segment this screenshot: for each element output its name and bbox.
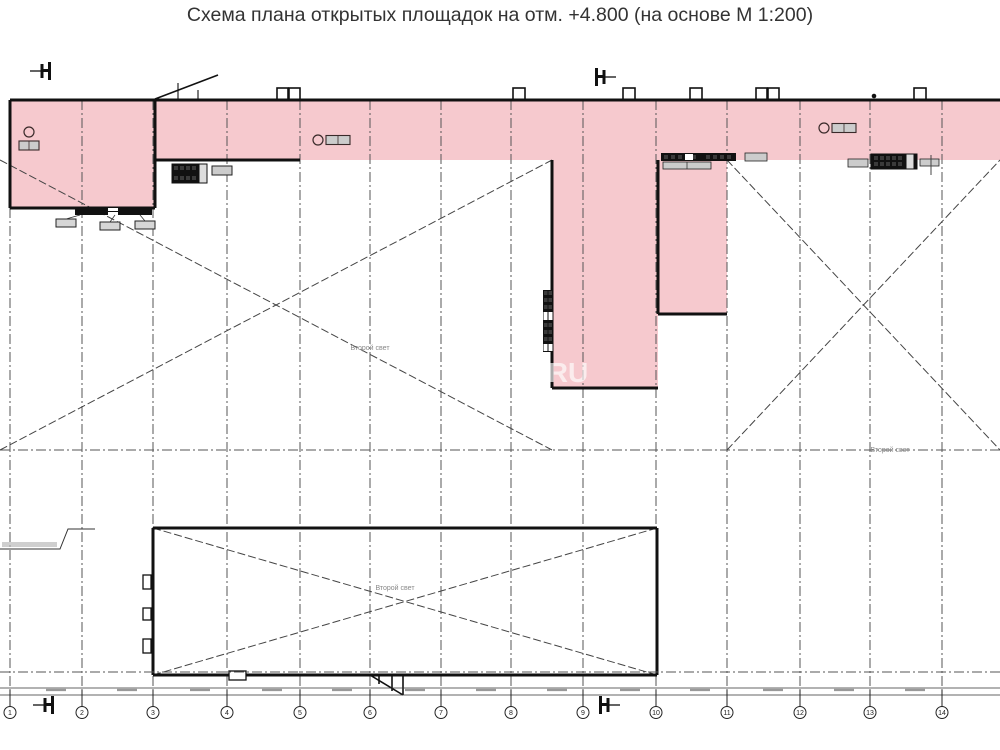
svg-text:8: 8 (509, 710, 513, 717)
svg-text:12: 12 (796, 710, 804, 717)
svg-text:1: 1 (8, 710, 12, 717)
svg-text:6: 6 (368, 710, 372, 717)
svg-text:Схема плана открытых площадок: Схема плана открытых площадок на отм. +4… (187, 4, 813, 26)
svg-text:Второй свет: Второй свет (350, 344, 390, 352)
svg-text:9: 9 (581, 710, 585, 717)
svg-text:Второй свет: Второй свет (375, 584, 415, 592)
svg-text:4: 4 (225, 710, 229, 717)
svg-text:7: 7 (439, 710, 443, 717)
svg-text:RU: RU (548, 357, 588, 388)
svg-text:11: 11 (723, 710, 730, 717)
svg-text:14: 14 (938, 710, 946, 717)
svg-text:10: 10 (652, 710, 660, 717)
svg-text:Второй свет: Второй свет (870, 446, 910, 454)
svg-text:3: 3 (151, 710, 155, 717)
svg-text:5: 5 (298, 710, 302, 717)
svg-text:2: 2 (80, 710, 84, 717)
svg-text:13: 13 (866, 710, 874, 717)
